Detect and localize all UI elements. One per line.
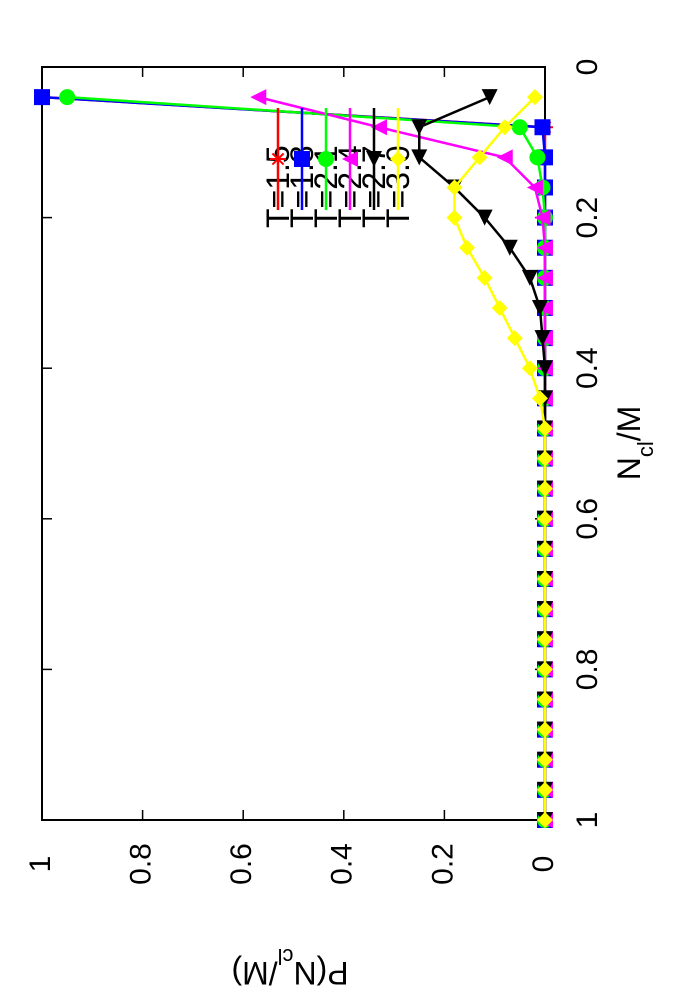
data-point [529,149,546,166]
legend-item: T=2.7 [356,108,392,228]
data-point [537,360,553,377]
data-point [537,781,553,798]
data-point [496,119,513,136]
data-point [537,751,553,768]
legend-item: T=2.1 [308,108,344,228]
data-point [531,299,548,316]
x-tick-label: 0.8 [571,649,604,691]
series-line [453,96,547,820]
data-point [537,812,553,828]
data-point [511,119,528,136]
legend-marker [390,151,406,167]
data-point [250,89,267,106]
data-point [446,209,463,226]
data-point [534,119,551,136]
legend-marker [366,151,382,167]
data-point [537,480,553,497]
y-tick-label: 1 [24,856,57,873]
data-point [34,89,50,106]
series-layer [34,89,553,828]
legend-item: T=3.0 [380,108,416,228]
y-tick-label: 0.4 [326,843,359,885]
x-tick-label: 0.6 [571,498,604,540]
legend-marker [342,151,358,167]
x-axis-title: Ncl/M [611,406,658,481]
x-tick-label: 1 [571,812,604,829]
data-point [537,299,553,316]
data-point [537,420,553,437]
data-point [476,209,493,226]
legend: T=1.5T=1.8T=2.1T=2.4T=2.7T=3.0 [260,108,416,228]
data-point [371,119,388,136]
legend-item: T=1.8 [284,108,320,228]
data-point [459,239,476,256]
data-point [537,540,553,557]
data-point [526,179,543,196]
data-point [537,510,553,527]
data-point [537,721,553,738]
y-tick-label: 0.2 [426,843,459,885]
y-tick-label: 0.6 [225,843,258,885]
data-point [411,149,428,166]
legend-item: T=2.4 [332,108,368,228]
data-point [531,390,548,407]
y-tick-label: 0 [527,856,560,873]
data-point [521,360,538,377]
data-point [537,631,553,648]
y-axis: 0 0.2 0.4 0.6 0.8 1 [24,67,560,885]
y-axis-title: P(Ncl/M) [231,945,348,992]
legend-item: T=1.5 [260,108,296,228]
data-point [537,269,553,286]
data-point [481,89,498,106]
y-tick-label: 0.8 [125,843,158,885]
data-point [411,119,428,136]
series-line [418,95,547,820]
series-t-2-7 [411,89,553,828]
data-point [59,89,76,106]
data-point [521,269,538,286]
data-point [537,691,553,708]
data-point [471,149,488,166]
data-point [537,661,553,678]
data-point [537,601,553,618]
data-point [496,149,513,166]
legend-marker [318,151,334,167]
data-point [537,450,553,467]
data-point [476,269,493,286]
data-point [534,209,551,226]
legend-marker [294,151,310,167]
data-point [491,299,508,316]
legend-marker [270,151,286,167]
x-tick-label: 0 [571,59,604,76]
series-t-3-0 [446,89,553,828]
data-point [526,89,543,106]
data-point [506,330,523,347]
data-point [446,179,463,196]
data-point [537,239,553,256]
data-point [537,571,553,588]
x-tick-label: 0.2 [571,197,604,239]
x-tick-label: 0.4 [571,347,604,389]
x-axis: 0 0.2 0.4 0.6 0.8 1 [42,59,604,829]
data-point [501,239,518,256]
data-point [534,330,551,347]
